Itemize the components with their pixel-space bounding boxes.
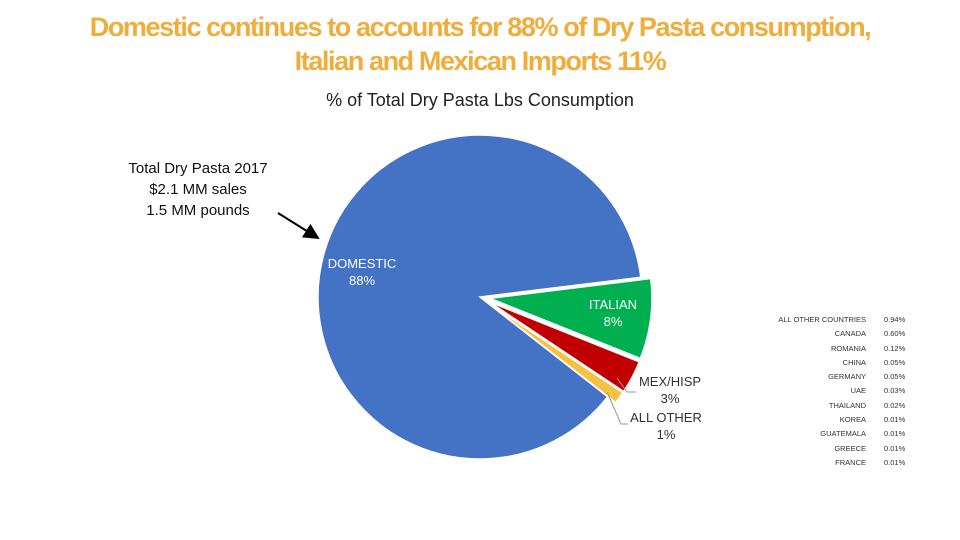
country-pct: 0.05% <box>884 357 906 367</box>
country-name: GERMANY <box>828 372 866 382</box>
country-pct: 0.01% <box>884 415 906 425</box>
country-breakdown-table: ALL OTHER COUNTRIES 0.94% CANADA 0.60% ROMAN… <box>768 313 924 470</box>
country-name: CHINA <box>842 357 866 367</box>
country-pct: 0.12% <box>884 343 906 353</box>
country-name: KOREA <box>839 415 866 425</box>
country-name: FRANCE <box>835 457 866 467</box>
country-name: CANADA <box>834 329 866 339</box>
table-row: CHINA 0.05% <box>768 356 924 370</box>
slice-value-mex-hisp: 3% <box>661 391 680 406</box>
country-name: ROMANIA <box>830 343 866 353</box>
country-pct: 0.01% <box>884 457 906 467</box>
country-pct: 0.94% <box>884 315 906 324</box>
table-row: ALL OTHER COUNTRIES 0.94% <box>768 313 924 327</box>
country-pct: 0.60% <box>884 329 906 339</box>
slice-label-italian: ITALIAN <box>589 297 637 312</box>
slice-label-domestic: DOMESTIC <box>328 256 397 271</box>
table-row: UAE 0.03% <box>768 384 924 398</box>
country-name: GREECE <box>834 443 866 453</box>
table-row: CANADA 0.60% <box>768 327 924 341</box>
page-title: Domestic continues to accounts for 88% o… <box>0 10 960 78</box>
country-pct: 0.01% <box>884 443 906 453</box>
country-name: UAE <box>850 386 866 396</box>
total-note-line2: $2.1 MM sales <box>149 181 247 198</box>
country-pct: 0.02% <box>884 400 906 410</box>
total-note-line1: Total Dry Pasta 2017 <box>128 160 268 177</box>
table-row: THAILAND 0.02% <box>768 399 924 413</box>
total-note: Total Dry Pasta 2017 $2.1 MM sales 1.5 M… <box>108 158 288 221</box>
table-row: ROMANIA 0.12% <box>768 342 924 356</box>
table-row: GREECE 0.01% <box>768 442 924 456</box>
table-row: FRANCE 0.01% <box>768 456 924 470</box>
table-row: GUATEMALA 0.01% <box>768 427 924 441</box>
page-title-line2: Italian and Mexican Imports 11% <box>294 46 667 76</box>
leader-line-mex-hisp <box>616 377 636 393</box>
slice-value-italian: 8% <box>604 314 623 329</box>
country-name: ALL OTHER COUNTRIES <box>778 315 866 324</box>
leader-line-all-other <box>606 391 628 425</box>
country-name: THAILAND <box>828 400 866 410</box>
slice-value-all-other: 1% <box>657 427 676 442</box>
note-arrow <box>277 212 320 240</box>
chart-title: % of Total Dry Pasta Lbs Consumption <box>326 90 634 110</box>
table-row: GERMANY 0.05% <box>768 370 924 384</box>
country-pct: 0.03% <box>884 386 906 396</box>
country-name: GUATEMALA <box>820 429 866 439</box>
total-note-line3: 1.5 MM pounds <box>146 202 250 219</box>
slice-label-all-other: ALL OTHER <box>630 410 702 425</box>
table-row: KOREA 0.01% <box>768 413 924 427</box>
page-title-line1: Domestic continues to accounts for 88% o… <box>89 12 872 42</box>
pie-slice-domestic <box>317 134 642 460</box>
country-pct: 0.01% <box>884 429 906 439</box>
pie-slice-mex-hisp <box>488 300 641 393</box>
pie-slice-italian <box>489 277 653 360</box>
pie-slice-all-other <box>487 302 624 404</box>
slice-value-domestic: 88% <box>349 273 375 288</box>
slice-label-mex-hisp: MEX/HISP <box>639 374 701 389</box>
country-pct: 0.05% <box>884 372 906 382</box>
